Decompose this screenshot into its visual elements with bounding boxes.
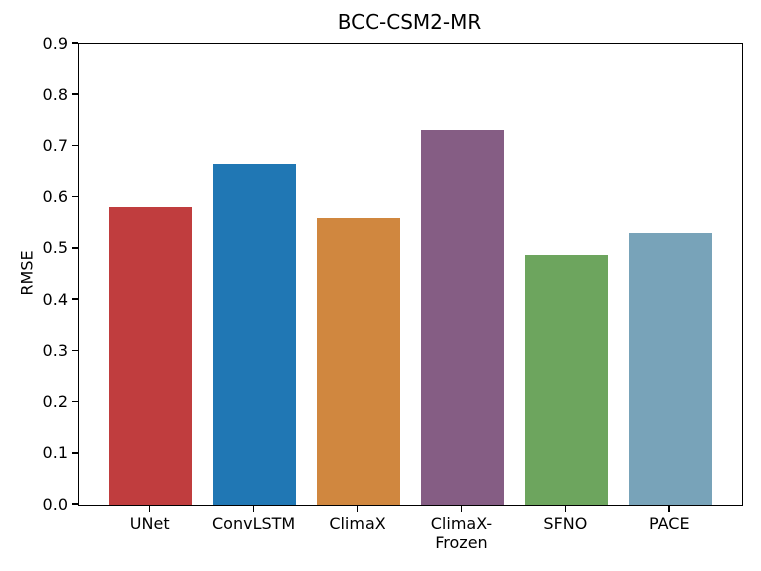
bar-climax--frozen bbox=[420, 129, 505, 505]
bar-sfno bbox=[524, 255, 608, 505]
y-tick-mark bbox=[72, 400, 78, 403]
y-tick-label: 0.2 bbox=[42, 392, 68, 412]
x-tick-label: PACE bbox=[648, 514, 690, 533]
y-tick-mark bbox=[72, 247, 78, 249]
y-tick-label: 0.9 bbox=[42, 33, 68, 53]
bar-unet bbox=[109, 207, 193, 505]
plot-area bbox=[78, 43, 743, 506]
y-tick-label: 0.0 bbox=[42, 494, 68, 514]
y-tick-mark bbox=[72, 195, 78, 198]
y-tick-label: 0.6 bbox=[42, 187, 68, 207]
x-tick-mark bbox=[668, 505, 671, 512]
bar-pace bbox=[628, 233, 712, 505]
y-tick-label: 0.1 bbox=[42, 443, 68, 463]
x-tick-label: ConvLSTM bbox=[212, 514, 296, 533]
chart-title: BCC-CSM2-MR bbox=[337, 10, 482, 34]
y-tick-mark bbox=[72, 349, 78, 352]
y-tick-mark bbox=[72, 93, 78, 96]
y-tick-label: 0.8 bbox=[42, 84, 68, 104]
y-tick-mark bbox=[72, 451, 78, 454]
y-tick-mark bbox=[72, 144, 78, 147]
y-tick-label: 0.5 bbox=[42, 238, 68, 258]
x-tick-label: UNet bbox=[129, 514, 170, 533]
x-tick-label: SFNO bbox=[543, 514, 588, 533]
y-tick-label: 0.3 bbox=[42, 340, 68, 360]
x-tick-mark bbox=[564, 505, 567, 512]
x-tick-mark bbox=[460, 505, 463, 512]
x-tick-label: ClimaX bbox=[329, 514, 386, 533]
x-tick-label: ClimaX- Frozen bbox=[430, 514, 493, 552]
y-tick-mark bbox=[72, 42, 78, 44]
y-tick-mark bbox=[72, 298, 78, 300]
x-tick-mark bbox=[148, 505, 151, 512]
y-tick-mark bbox=[72, 503, 78, 505]
y-tick-label: 0.7 bbox=[42, 135, 68, 155]
bar-convlstm bbox=[213, 164, 297, 505]
y-tick-label: 0.4 bbox=[42, 289, 68, 309]
x-tick-mark bbox=[356, 505, 359, 512]
bar-climax bbox=[316, 218, 401, 505]
x-tick-mark bbox=[252, 505, 255, 512]
